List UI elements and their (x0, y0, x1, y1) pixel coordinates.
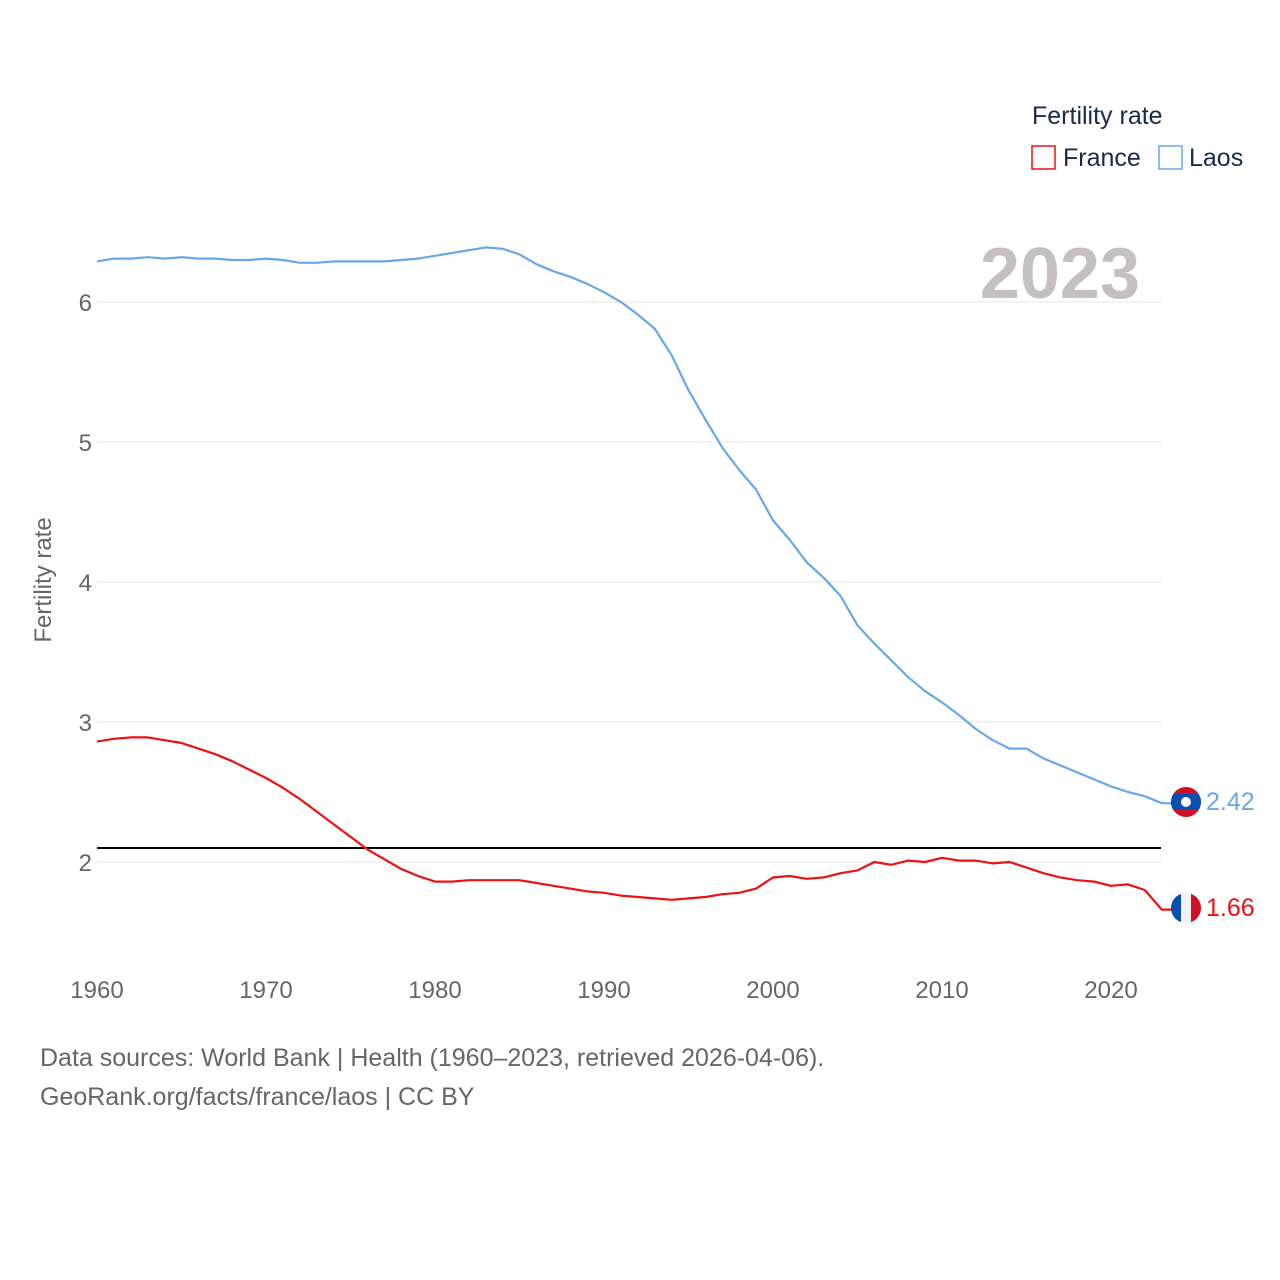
series-line-laos (96, 246, 1172, 805)
x-tick-label: 2010 (915, 977, 968, 1004)
x-tick-label: 1960 (70, 977, 123, 1004)
y-tick-label: 4 (79, 570, 92, 597)
y-tick-label: 2 (79, 850, 92, 877)
legend: Fertility rate France Laos (1031, 102, 1243, 172)
france-flag-icon (1171, 893, 1201, 923)
y-tick-label: 6 (79, 290, 92, 317)
y-axis: 2 3 4 5 6 (79, 290, 92, 877)
france-end-value: 1.66 (1206, 894, 1255, 922)
y-tick-label: 5 (79, 430, 92, 457)
legend-label-laos[interactable]: Laos (1189, 144, 1243, 172)
x-tick-label: 1980 (408, 977, 461, 1004)
legend-swatch-france[interactable] (1031, 145, 1056, 170)
legend-swatch-laos[interactable] (1158, 145, 1183, 170)
x-tick-label: 1990 (577, 977, 630, 1004)
legend-label-france[interactable]: France (1063, 144, 1141, 172)
attribution-link[interactable]: GeoRank.org/facts/france/laos | CC BY (40, 1083, 475, 1111)
laos-end-value: 2.42 (1206, 788, 1255, 816)
data-source-note: Data sources: World Bank | Health (1960–… (40, 1044, 825, 1072)
y-tick-label: 3 (79, 710, 92, 737)
series-lines (96, 246, 1172, 911)
x-axis: 1960 1970 1980 1990 2000 2010 2020 (70, 977, 1137, 1004)
grid (97, 301, 1161, 863)
x-tick-label: 2020 (1084, 977, 1137, 1004)
laos-flag-icon (1171, 787, 1201, 817)
x-tick-label: 1970 (239, 977, 292, 1004)
y-axis-label: Fertility rate (30, 517, 57, 642)
series-line-france (96, 736, 1172, 911)
x-tick-label: 2000 (746, 977, 799, 1004)
year-watermark: 2023 (980, 234, 1140, 314)
legend-title: Fertility rate (1032, 102, 1163, 130)
